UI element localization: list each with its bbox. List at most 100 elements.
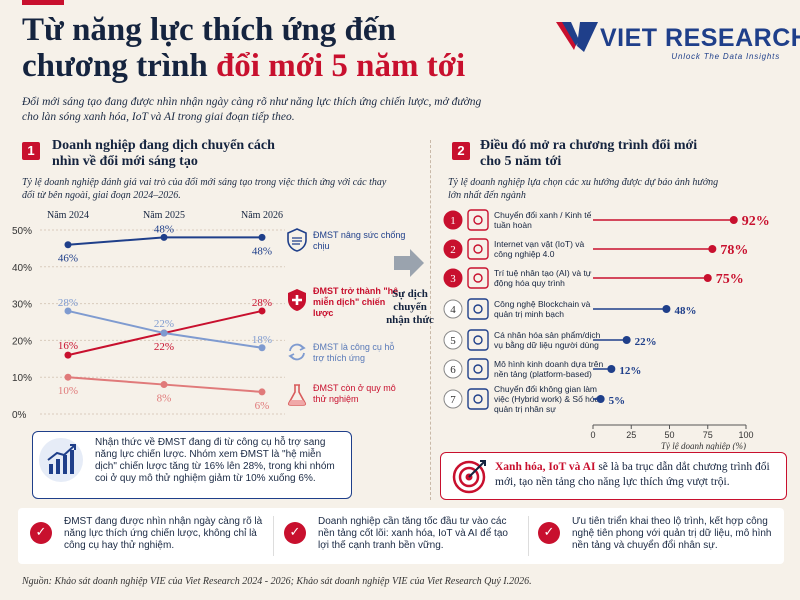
data-point <box>64 373 72 381</box>
category-label-line: Chuyển đổi xanh / Kinh tế <box>494 210 592 220</box>
viet-research-logo: VIET RESEARCH Unlock The Data Insights <box>552 20 800 70</box>
legend-item-immune: ĐMST trở thành "hệ miễn dịch" chiến lược <box>286 286 398 318</box>
x-tick-label: 25 <box>626 430 636 440</box>
icon-frame <box>467 329 489 351</box>
conclusion-box: Xanh hóa, IoT và AI sẽ là ba trục dẫn dắ… <box>440 452 787 500</box>
conclusion-rest: sẽ là ba trục dẫn dắt chương trình đổi m… <box>495 461 770 488</box>
category-label: Chuyển đổi xanh / Kinh tế tuần hoàn <box>494 210 592 230</box>
category-label-line: Mô hình kinh doanh dựa trên <box>494 359 603 369</box>
rank-badge <box>443 330 463 350</box>
logo-brand-text: VIET RESEARCH <box>600 24 800 52</box>
rank-badge <box>443 268 463 288</box>
bar-value-label: 22% <box>635 336 657 348</box>
insight-text: Nhận thức về ĐMST đang đi từ công cụ hỗ … <box>95 437 335 484</box>
y-tick-label: 0% <box>12 410 27 421</box>
category-label-line: việc (Hybrid work) & Số hóa <box>494 394 600 404</box>
recycle-icon <box>467 209 489 231</box>
rank-number: 4 <box>450 304 456 316</box>
section1-number-badge: 1 <box>22 142 40 160</box>
icon-glyph <box>473 335 483 345</box>
category-label-line: Cá nhân hóa sản phẩm/dịch <box>494 330 601 340</box>
x-tick-label: Năm 2026 <box>241 210 283 221</box>
icon-frame <box>467 267 489 289</box>
shield-plus-icon <box>288 289 306 311</box>
rank-number: 2 <box>450 244 456 256</box>
icon-glyph <box>473 244 483 254</box>
bar-end <box>708 245 717 253</box>
data-point <box>258 307 266 315</box>
category-label-line: nền tảng (platform-based) <box>494 369 592 379</box>
top-accent-bar <box>22 0 64 5</box>
y-tick-label: 30% <box>12 300 32 311</box>
category-label-line: Trí tuệ nhân tạo (AI) và tự <box>494 268 592 278</box>
data-point <box>258 233 266 241</box>
sync-icon <box>288 343 306 361</box>
shift-label: Sự dịch chuyển nhận thức <box>386 288 434 326</box>
rank-number: 7 <box>450 394 456 406</box>
icon-glyph <box>473 215 483 225</box>
data-label: 18% <box>252 334 272 346</box>
flask-icon <box>287 384 307 406</box>
category-label-line: quản trị minh bạch <box>494 309 564 319</box>
bar-end <box>596 395 605 403</box>
takeaways-panel: ✓ ĐMST đang được nhìn nhận ngày càng rõ … <box>18 508 784 564</box>
shield-icon <box>287 228 307 252</box>
logo-tagline: Unlock The Data Insights <box>671 52 780 61</box>
rank-badge <box>443 210 463 230</box>
source-note: Nguồn: Khảo sát doanh nghiệp VIE của Vie… <box>22 576 532 587</box>
arrow-right-icon <box>394 249 424 277</box>
category-label-line: Chuyển đổi không gian làm <box>494 384 597 394</box>
page-title-line2-highlight: đổi mới 5 năm tới <box>215 48 466 84</box>
rank-number: 5 <box>450 335 456 347</box>
check-icon: ✓ <box>538 522 560 544</box>
legend-item-support: ĐMST là công cụ hỗ trợ thích ứng <box>286 341 394 368</box>
page-subtitle: Đổi mới sáng tạo đang được nhìn nhận ngà… <box>22 96 482 123</box>
data-label: 10% <box>58 385 78 397</box>
bar-end <box>729 216 738 224</box>
platform-icon <box>467 358 489 380</box>
legend-item-pilot: ĐMST còn ở quy mô thử nghiệm <box>286 383 396 412</box>
bar-value-label: 5% <box>609 395 626 407</box>
bar-value-label: 12% <box>619 365 641 377</box>
data-label: 48% <box>154 223 174 235</box>
x-axis-title: Tỷ lệ doanh nghiệp (%) <box>661 441 746 450</box>
page-title: Từ năng lực thích ứng đến chương trình đ… <box>22 12 542 84</box>
takeaway-3: Ưu tiên triển khai theo lộ trình, kết hợ… <box>572 516 772 551</box>
data-point <box>160 381 168 389</box>
icon-glyph <box>473 304 483 314</box>
x-tick-label: Năm 2024 <box>47 210 89 221</box>
takeaway-2: Doanh nghiệp cần tăng tốc đầu tư vào các… <box>318 516 508 551</box>
insight-box: Nhận thức về ĐMST đang đi từ công cụ hỗ … <box>32 431 352 499</box>
rank-number: 6 <box>450 364 456 376</box>
legend-label-support: ĐMST là công cụ hỗ trợ thích ứng <box>313 342 395 363</box>
logo-mark-icon <box>556 22 598 52</box>
line-chart: 0% 10% 20% 30% 40% 50% Năm 2024 Năm 2025 Năm 202… <box>12 210 285 421</box>
data-label: 46% <box>58 253 78 265</box>
category-label: Trí tuệ nhân tạo (AI) và tự động hóa quy … <box>494 268 592 288</box>
category-label-line: Internet vạn vật (IoT) và <box>494 239 585 249</box>
y-tick-label: 40% <box>12 263 32 274</box>
icon-frame <box>467 209 489 231</box>
ai-chip-icon <box>467 267 489 289</box>
legend-item-resilience: ĐMST nâng sức chống chịu <box>286 228 405 257</box>
data-label: 28% <box>252 297 272 309</box>
category-label-line: Công nghệ Blockchain và <box>494 299 591 309</box>
data-point <box>258 344 266 352</box>
rank-number: 1 <box>450 215 456 227</box>
data-label: 28% <box>58 297 78 309</box>
category-label: Chuyển đổi không gian làm việc (Hybrid wo… <box>494 384 600 414</box>
data-point <box>258 388 266 396</box>
bar-end <box>607 365 616 373</box>
section1-heading: Doanh nghiệp đang dịch chuyển cách nhìn … <box>52 138 275 169</box>
section-divider <box>430 140 431 500</box>
bar-value-label: 92% <box>742 214 770 229</box>
legend-label-immune: ĐMST trở thành "hệ miễn dịch" chiến lược <box>313 286 399 318</box>
x-tick-label: Năm 2025 <box>143 210 185 221</box>
data-point <box>64 307 72 315</box>
rank-badge <box>443 389 463 409</box>
data-label: 16% <box>58 340 78 352</box>
x-tick-label: 75 <box>703 430 713 440</box>
takeaway-1: ĐMST đang được nhìn nhận ngày càng rõ là… <box>64 516 263 551</box>
icon-glyph <box>473 394 483 404</box>
shift-arrow <box>392 246 426 280</box>
